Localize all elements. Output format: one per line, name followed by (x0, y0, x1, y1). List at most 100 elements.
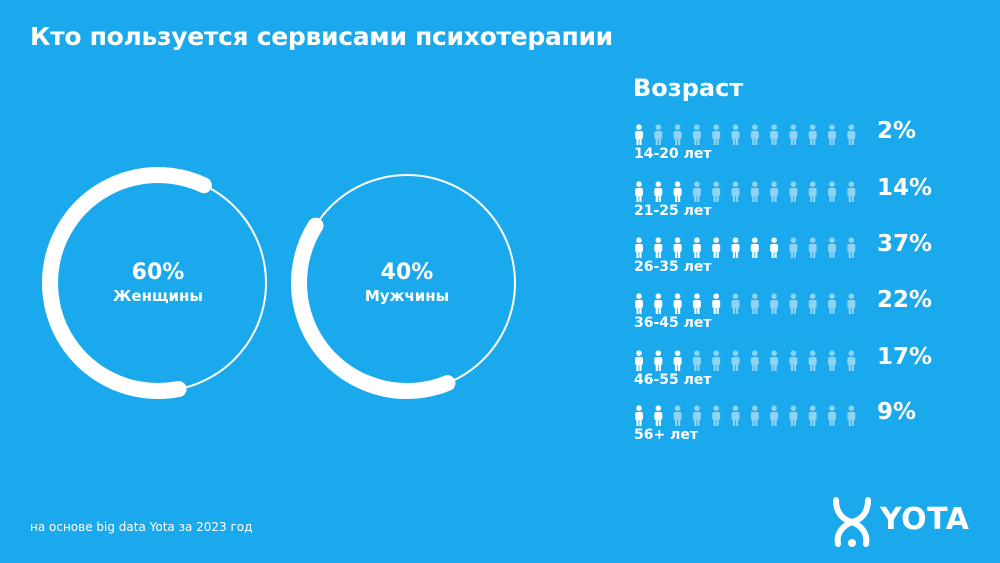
person-icon (750, 237, 759, 258)
person-icon (847, 405, 856, 426)
person-icon (847, 181, 856, 202)
donut-ring-women (42, 167, 274, 399)
person-icon (750, 405, 759, 426)
person-icon (828, 350, 836, 371)
person-icon (847, 237, 856, 258)
age-row-21-25: 21-25 лет 14% (632, 175, 952, 233)
person-icon (789, 293, 798, 314)
age-row-46-55: 46-55 лет 17% (632, 344, 952, 402)
person-icon (654, 405, 663, 426)
person-icon (770, 124, 779, 145)
person-icon (731, 124, 740, 145)
person-icon (635, 124, 643, 145)
age-value: 22% (877, 287, 933, 313)
people-icons (635, 237, 856, 258)
age-chart-title: Возраст (633, 74, 744, 102)
person-icon (673, 405, 682, 426)
person-icon (654, 237, 663, 258)
person-icon (635, 181, 643, 202)
age-row-14-20: 14-20 лет 2% (632, 118, 952, 176)
person-icon (673, 350, 682, 371)
age-value: 17% (877, 344, 933, 370)
person-icon (731, 350, 740, 371)
person-icon (635, 237, 643, 258)
age-row-26-35: 26-35 лет 37% (632, 231, 952, 289)
people-icons (635, 124, 856, 145)
person-icon (712, 293, 721, 314)
age-label: 14-20 лет (634, 146, 712, 162)
person-icon (789, 181, 798, 202)
age-label: 21-25 лет (634, 203, 712, 219)
person-icon (808, 293, 817, 314)
person-icon (808, 181, 817, 202)
page-title: Кто пользуется сервисами психотерапии (30, 22, 613, 51)
donut-arc-women (42, 167, 274, 399)
donut-value-women: 60% (131, 260, 185, 285)
person-icon (847, 293, 856, 314)
person-icon (847, 124, 856, 145)
person-icon (828, 181, 836, 202)
person-icon (731, 181, 740, 202)
person-icon (692, 405, 701, 426)
age-value: 2% (877, 118, 917, 144)
people-icons (635, 405, 856, 426)
person-icon (673, 293, 682, 314)
person-icon (750, 350, 759, 371)
person-icon (654, 124, 663, 145)
person-icon (673, 181, 682, 202)
age-label: 56+ лет (634, 427, 698, 443)
person-icon (770, 350, 779, 371)
person-icon (731, 237, 740, 258)
person-icon (673, 237, 682, 258)
person-icon (828, 405, 836, 426)
person-icon (712, 181, 721, 202)
people-icons (635, 350, 856, 371)
donut-chart-men: 40% Мужчины (289, 165, 525, 401)
donut-category-women: Женщины (113, 287, 203, 305)
age-value: 9% (877, 399, 917, 425)
person-icon (789, 405, 798, 426)
person-icon (692, 181, 701, 202)
person-icon (828, 293, 836, 314)
age-value: 37% (877, 231, 933, 257)
age-label: 46-55 лет (634, 372, 712, 388)
person-icon (654, 350, 663, 371)
person-icon (654, 293, 663, 314)
yota-logo: YOTA (830, 496, 980, 550)
age-row-36-45: 36-45 лет 22% (632, 287, 952, 345)
person-icon (770, 181, 779, 202)
person-icon (731, 405, 740, 426)
person-icon (750, 181, 759, 202)
person-icon (635, 350, 643, 371)
person-icon (692, 124, 701, 145)
person-icon (789, 237, 798, 258)
person-icon (673, 124, 682, 145)
person-icon (712, 124, 721, 145)
age-label: 26-35 лет (634, 259, 712, 275)
donut-chart-women: 60% Женщины (40, 165, 276, 401)
person-icon (770, 405, 779, 426)
person-icon (692, 237, 701, 258)
person-icon (635, 293, 643, 314)
person-icon (789, 350, 798, 371)
person-icon (828, 124, 836, 145)
person-icon (808, 405, 817, 426)
person-icon (654, 181, 663, 202)
donut-ring-men (291, 167, 523, 399)
age-label: 36-45 лет (634, 315, 712, 331)
person-icon (770, 237, 779, 258)
donut-value-men: 40% (380, 260, 434, 285)
age-value: 14% (877, 175, 933, 201)
age-row-56-plus: 56+ лет 9% (632, 399, 952, 457)
person-icon (750, 293, 759, 314)
people-icons (635, 293, 856, 314)
person-icon (731, 293, 740, 314)
person-icon (712, 350, 721, 371)
person-icon (808, 350, 817, 371)
donut-arc-men (291, 167, 523, 399)
person-icon (808, 237, 817, 258)
person-icon (750, 124, 759, 145)
person-icon (712, 237, 721, 258)
person-icon (828, 237, 836, 258)
person-icon (789, 124, 798, 145)
